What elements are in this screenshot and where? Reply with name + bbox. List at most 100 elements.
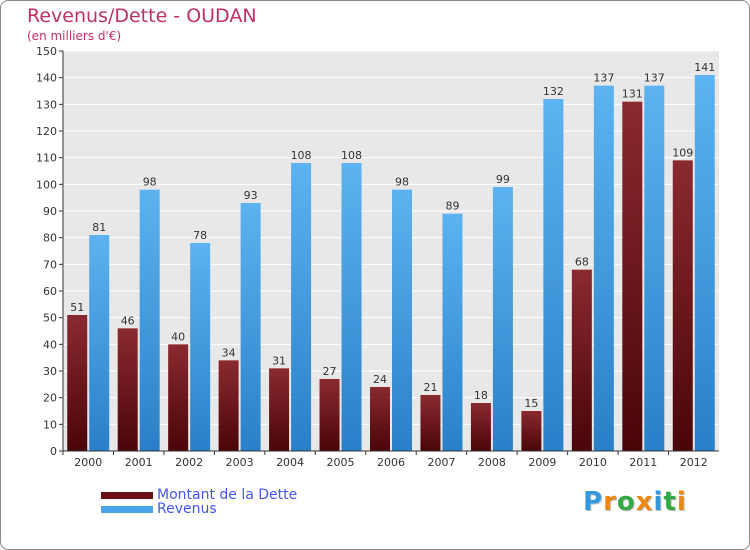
x-tick-label: 2001 [125,456,153,469]
y-tick-label: 20 [43,392,57,405]
data-label: 109 [672,146,693,159]
data-label: 78 [193,229,207,242]
y-tick-label: 10 [43,418,57,431]
bar-dette [269,368,290,451]
data-label: 99 [496,173,510,186]
logo-letter: i [676,487,687,517]
bar-dette [168,344,189,451]
y-tick-label: 90 [43,205,57,218]
y-tick-label: 100 [36,178,57,191]
data-label: 93 [244,189,258,202]
x-axis: 2000 2001 2002 2003 2004 2005 2006 2007 2008 2009… [62,450,719,469]
bar-dette [622,101,643,452]
x-tick-label: 2008 [478,456,506,469]
x-tick-label: 2011 [629,456,657,469]
data-label: 132 [543,85,564,98]
x-tick-label: 2005 [327,456,355,469]
bar-revenus [139,189,160,451]
data-label: 68 [575,256,589,269]
y-tick-label: 70 [43,258,57,271]
y-tick-label: 40 [43,338,57,351]
data-label: 21 [423,381,437,394]
logo-letter: P [583,487,604,517]
bar-revenus [442,213,463,451]
data-label: 98 [395,176,409,189]
data-label: 51 [70,301,84,314]
data-label: 141 [694,61,715,74]
y-tick-label: 140 [36,72,57,85]
x-tick-label: 2007 [427,456,455,469]
y-tick-label: 30 [43,365,57,378]
bar-revenus [644,85,665,452]
plot-area [63,51,719,451]
y-tick-label: 60 [43,285,57,298]
y-tick-label: 0 [50,445,57,458]
x-tick-label: 2000 [74,456,102,469]
x-tick-label: 2004 [276,456,304,469]
bar-revenus [291,163,312,451]
chart-title: Revenus/Dette - OUDAN [27,5,257,27]
data-label: 137 [644,72,665,85]
legend-swatch-dette [101,491,153,499]
legend-item-revenus: Revenus [101,501,217,517]
bar-dette [470,403,491,451]
data-label: 18 [474,389,488,402]
logo-letter: o [616,487,636,517]
x-tick-label: 2010 [579,456,607,469]
legend-swatch-revenus [101,505,153,513]
legend-item-dette: Montant de la Dette [101,487,297,503]
y-tick-label: 110 [36,152,57,165]
data-label: 131 [622,88,643,101]
proxiti-logo: Proxiti [583,487,687,517]
bar-dette [521,411,542,451]
y-tick-label: 50 [43,312,57,325]
legend-label-revenus: Revenus [157,501,217,517]
data-label: 108 [341,149,362,162]
data-label: 89 [445,200,459,213]
bar-dette [420,395,441,451]
bar-revenus [240,203,261,451]
data-label: 24 [373,373,387,386]
x-tick-label: 2012 [680,456,708,469]
bars [67,75,715,452]
y-tick-label: 130 [36,98,57,111]
data-label: 81 [92,221,106,234]
logo-letter: x [635,487,654,517]
data-label: 31 [272,354,286,367]
x-tick-label: 2006 [377,456,405,469]
data-label: 15 [524,397,538,410]
y-tick-label: 120 [36,125,57,138]
logo-letter: r [603,487,617,517]
bar-revenus [341,163,362,451]
data-label: 34 [222,346,236,359]
data-label: 108 [291,149,312,162]
y-tick-label: 80 [43,232,57,245]
x-tick-label: 2009 [528,456,556,469]
chart-subtitle: (en milliers d'€) [27,29,122,43]
y-axis: 0 10 20 30 40 50 60 70 80 90 100 110 120 130 140 150 [36,45,64,458]
logo-letter: t [663,487,677,517]
bar-dette [319,379,340,451]
bar-revenus [190,243,211,451]
bar-revenus [89,235,110,451]
data-label: 137 [593,72,614,85]
y-tick-label: 150 [36,45,57,58]
bar-dette [370,387,390,451]
logo-letter: i [653,487,664,517]
bar-dette [67,315,88,451]
data-label: 98 [143,176,157,189]
bar-dette [672,160,693,452]
bar-revenus [392,189,412,451]
bar-dette [571,269,592,451]
legend-label-dette: Montant de la Dette [157,487,298,503]
bar-revenus [492,187,513,451]
data-label: 40 [171,330,185,343]
data-labels: 51 81 46 98 40 78 34 93 31 108 27 108 24 98 21 89 18 99 15… [70,61,715,410]
bar-revenus [593,85,614,452]
bar-dette [218,360,239,451]
x-tick-label: 2002 [175,456,203,469]
bar-revenus [543,99,564,451]
data-label: 46 [121,314,135,327]
